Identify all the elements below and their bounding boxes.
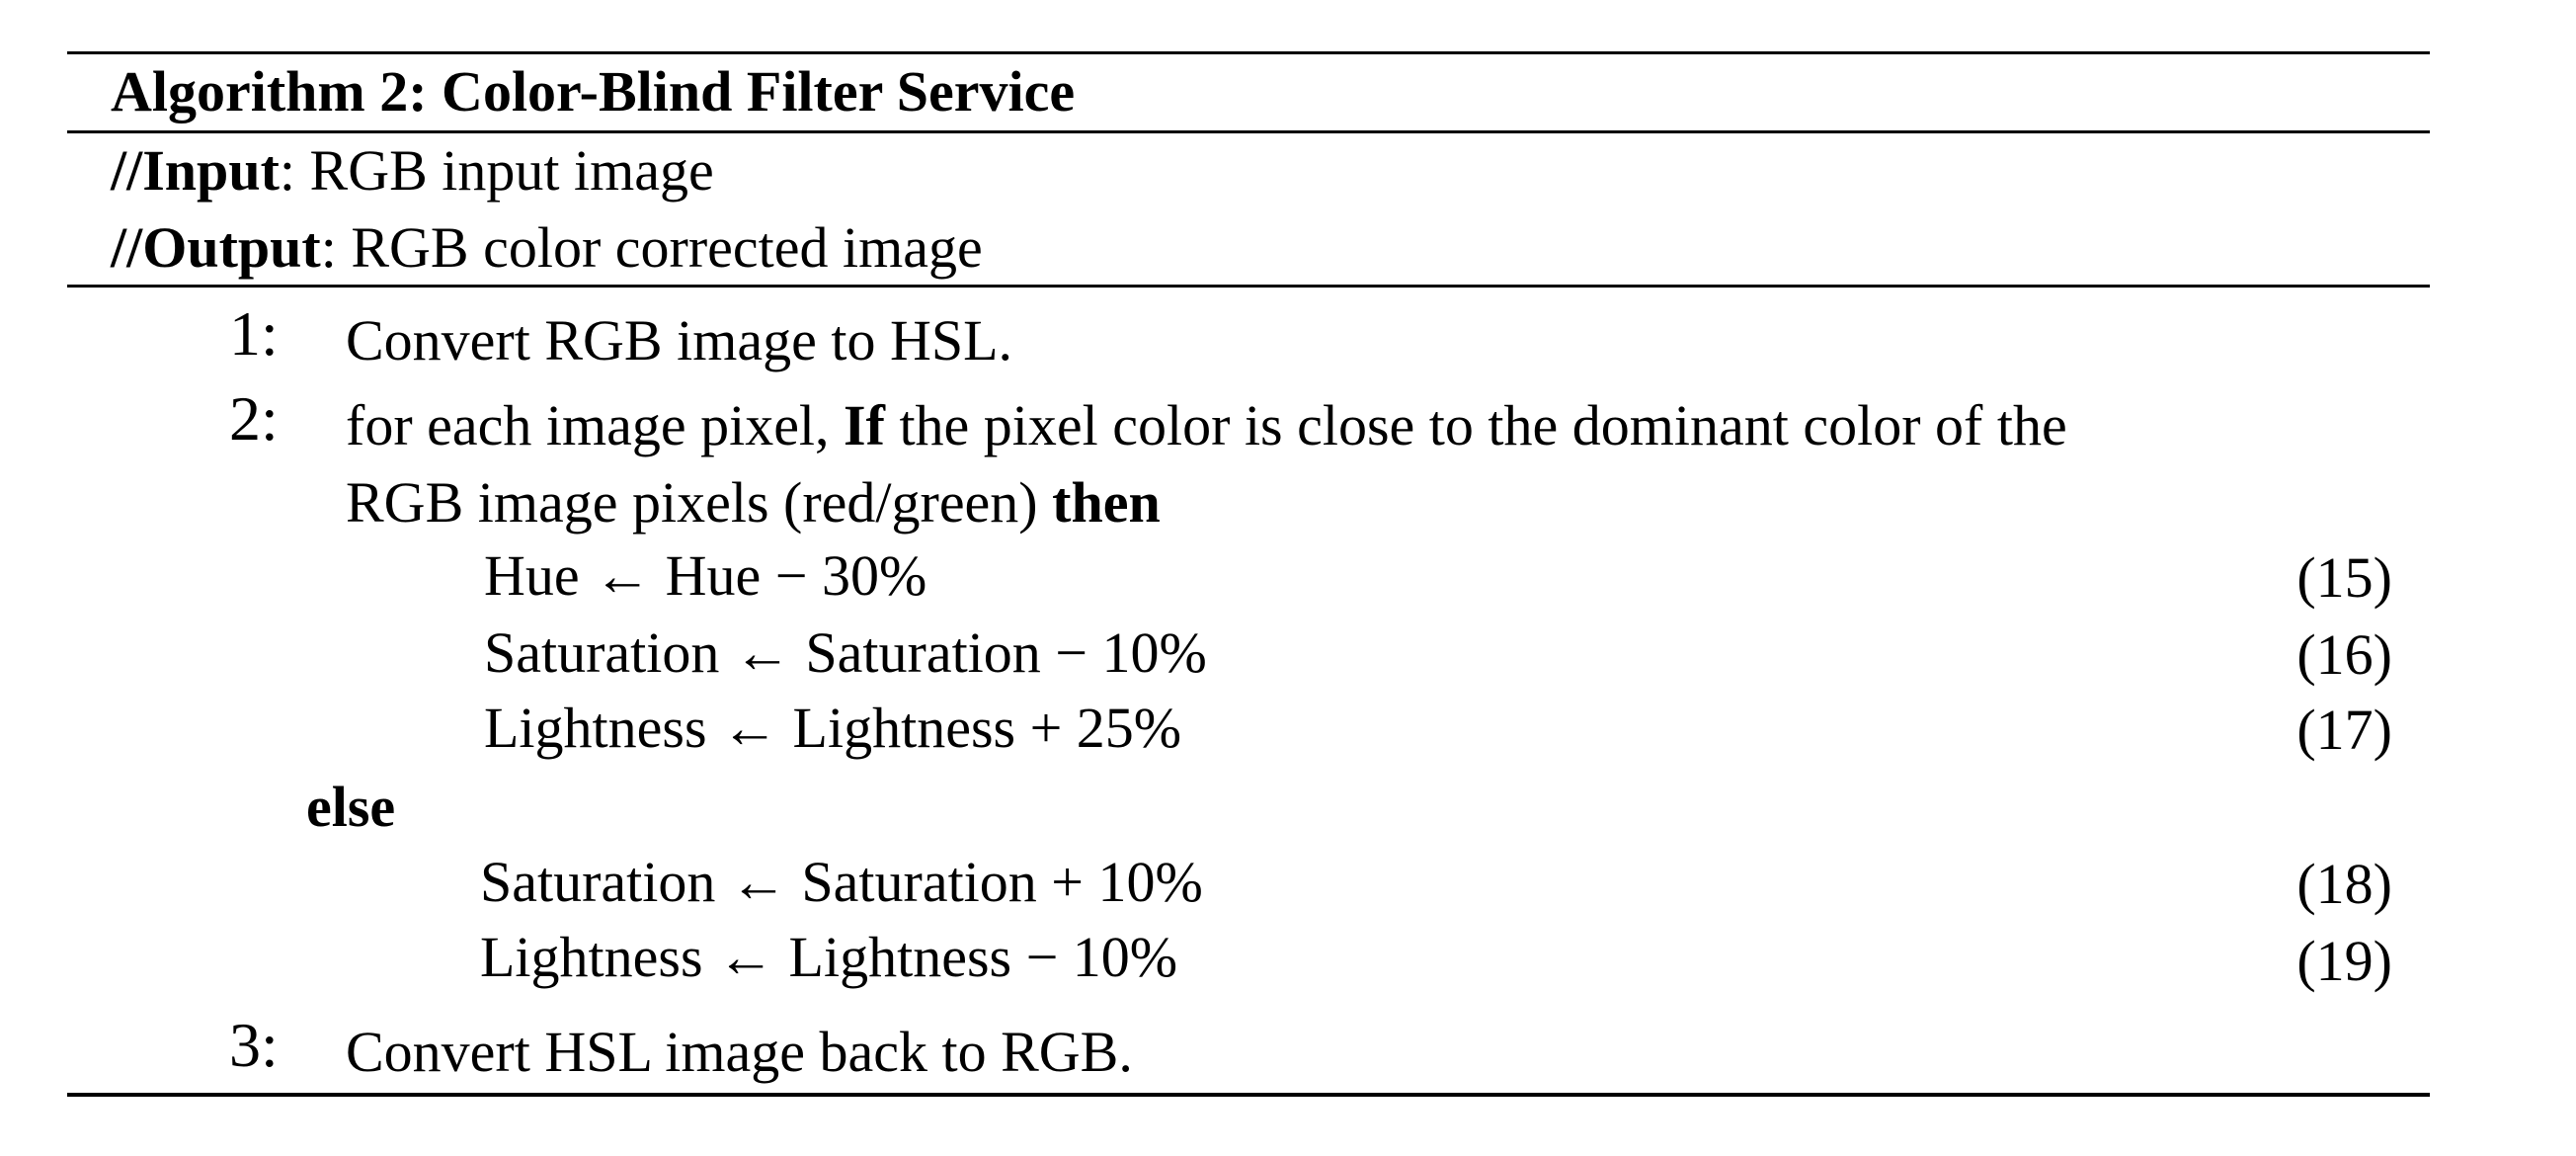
output-label: //Output [111, 215, 321, 280]
step-3-text: Convert HSL image back to RGB. [346, 1020, 1133, 1084]
equation-16: Saturation ← Saturation − 10% [484, 620, 1207, 685]
equation-19: Lightness ← Lightness − 10% [480, 925, 1178, 989]
keyword-else: else [306, 775, 396, 839]
step-2-text-line2: RGB image pixels (red/green) [346, 470, 1053, 535]
step-3-number: 3: [229, 1010, 279, 1080]
output-text: : RGB color corrected image [320, 215, 983, 280]
keyword-if: If [844, 393, 885, 457]
step-2-text-pre: for each image pixel, [346, 393, 845, 457]
equation-17: Lightness ← Lightness + 25% [484, 696, 1182, 760]
step-2-text-mid: the pixel color is close to the dominant… [884, 393, 2067, 457]
input-label: //Input [111, 138, 280, 203]
bottom-rule [67, 1093, 2430, 1097]
equation-18: Saturation ← Saturation + 10% [480, 850, 1203, 914]
equation-19-number: (19) [2296, 929, 2392, 993]
header-rule [67, 285, 2430, 288]
equation-15: Hue ← Hue − 30% [484, 543, 927, 608]
equation-18-number: (18) [2296, 852, 2392, 916]
step-2-line-2: RGB image pixels (red/green) then [346, 474, 1161, 532]
algorithm-box: Algorithm 2: Color-Blind Filter Service … [67, 51, 2430, 1097]
equation-15-number: (15) [2296, 545, 2392, 610]
title-rule [67, 130, 2430, 133]
algorithm-title: Algorithm 2: Color-Blind Filter Service [111, 59, 1076, 124]
step-2-line-1: for each image pixel, If the pixel color… [346, 397, 2067, 454]
step-1-number: 1: [229, 298, 279, 369]
equation-16-number: (16) [2296, 622, 2392, 687]
step-1-text: Convert RGB image to HSL. [346, 308, 1013, 372]
keyword-then: then [1052, 470, 1161, 535]
input-line: //Input: RGB input image [111, 142, 714, 200]
input-text: : RGB input image [279, 138, 714, 203]
step-2-number: 2: [229, 383, 279, 454]
top-rule [67, 51, 2430, 54]
output-line: //Output: RGB color corrected image [111, 219, 983, 277]
equation-17-number: (17) [2296, 698, 2392, 762]
